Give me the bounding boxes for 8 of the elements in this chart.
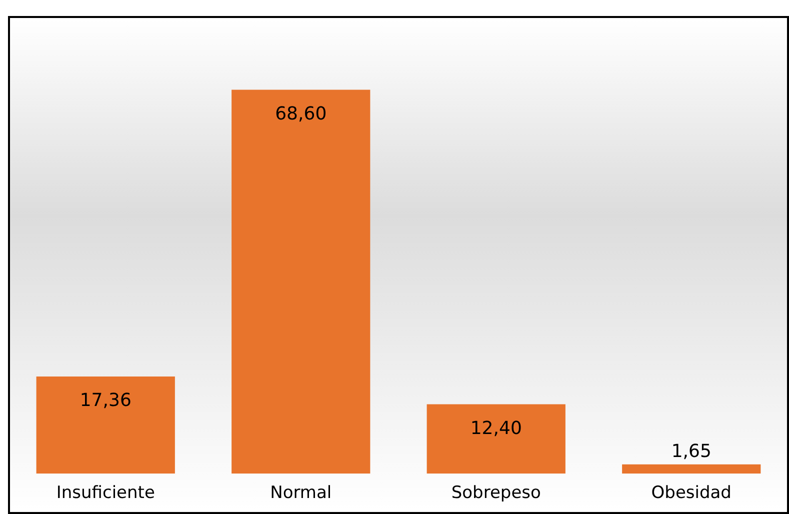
data-label: 12,40 — [470, 418, 522, 439]
data-label: 1,65 — [671, 441, 712, 462]
x-tick-label: Normal — [270, 483, 332, 504]
data-label: 17,36 — [80, 390, 132, 412]
x-tick-label: Obesidad — [651, 483, 732, 504]
data-label: 68,60 — [275, 103, 327, 124]
x-tick-label: Insuficiente — [56, 483, 155, 504]
x-tick-label: Sobrepeso — [451, 483, 541, 504]
